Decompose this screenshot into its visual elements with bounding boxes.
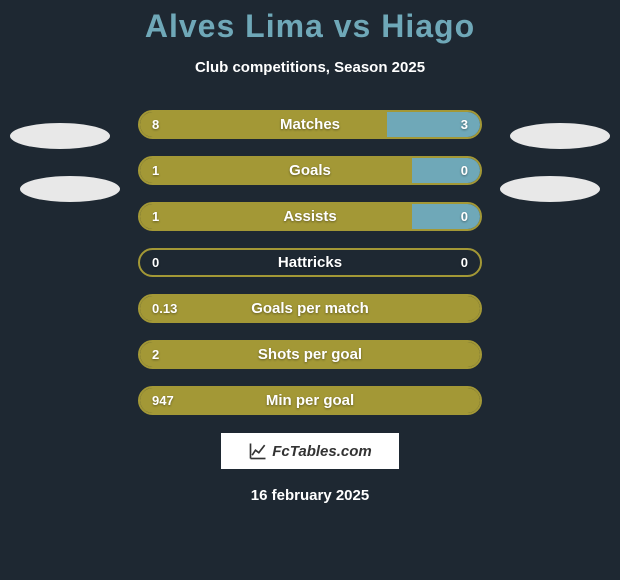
stat-row: 10Assists	[138, 202, 482, 231]
stat-row: 10Goals	[138, 156, 482, 185]
stat-label: Min per goal	[140, 392, 480, 409]
stats-chart: 83Matches 10Goals 10Assists 00Hattricks 0.13…	[0, 110, 620, 415]
stat-label: Hattricks	[140, 254, 480, 271]
stat-label: Matches	[140, 116, 480, 133]
player1-badge-placeholder-bottom	[20, 176, 120, 202]
stat-row: 83Matches	[138, 110, 482, 139]
player2-badge-placeholder-top	[510, 123, 610, 149]
stat-row: 0.13Goals per match	[138, 294, 482, 323]
footer-date: 16 february 2025	[0, 487, 620, 504]
fctables-logo-icon	[248, 441, 268, 461]
page-subtitle: Club competitions, Season 2025	[0, 59, 620, 76]
player1-badge-placeholder-top	[10, 123, 110, 149]
stat-row: 947Min per goal	[138, 386, 482, 415]
stat-label: Shots per goal	[140, 346, 480, 363]
branding-badge: FcTables.com	[221, 433, 399, 469]
stat-label: Goals	[140, 162, 480, 179]
page-title: Alves Lima vs Hiago	[0, 0, 620, 45]
stat-row: 2Shots per goal	[138, 340, 482, 369]
stat-label: Goals per match	[140, 300, 480, 317]
stat-label: Assists	[140, 208, 480, 225]
player2-badge-placeholder-bottom	[500, 176, 600, 202]
branding-text: FcTables.com	[272, 443, 371, 460]
stat-row: 00Hattricks	[138, 248, 482, 277]
